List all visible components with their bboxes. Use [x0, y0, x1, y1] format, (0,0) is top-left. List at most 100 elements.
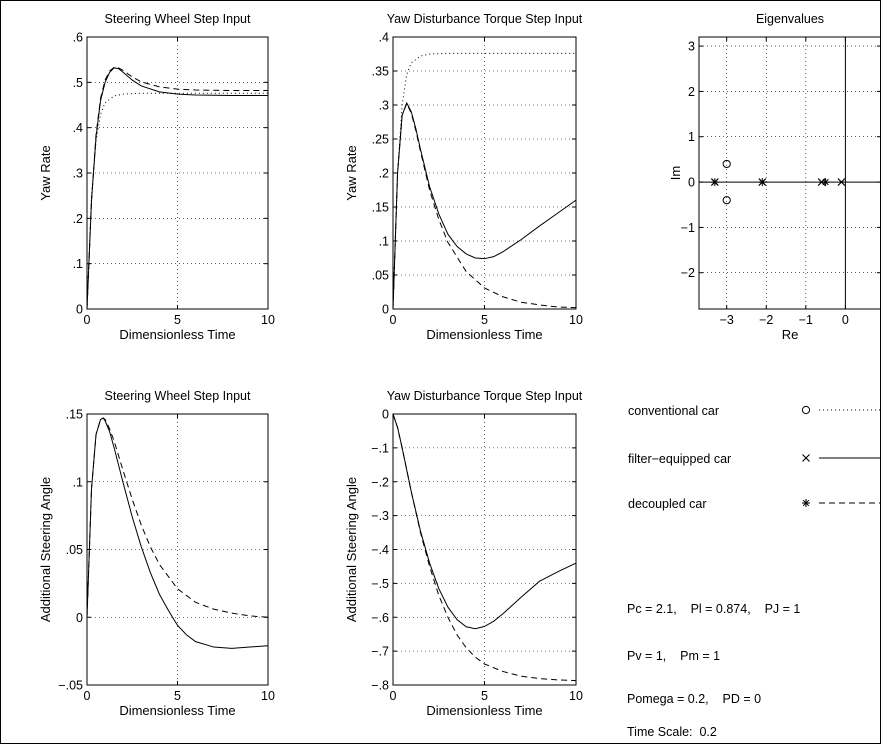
- y-tick-label: .4: [379, 31, 389, 45]
- x-axis-label: Dimensionless Time: [426, 327, 542, 342]
- y-tick-label: −1: [681, 221, 695, 235]
- eigenvalue-marker: [722, 196, 731, 205]
- axes-frame: [698, 36, 881, 310]
- chart-title: Yaw Disturbance Torque Step Input: [387, 389, 583, 403]
- y-tick-label: 0: [76, 303, 83, 317]
- y-tick-label: .35: [372, 65, 389, 79]
- legend: conventional car filter−equipped car dec…: [628, 404, 881, 511]
- x-axis-label: Dimensionless Time: [426, 703, 542, 718]
- x-tick-label: 10: [569, 313, 583, 327]
- y-tick-label: −.3: [371, 509, 389, 523]
- x-tick-label: 5: [174, 689, 181, 703]
- y-tick-label: −2: [681, 266, 695, 280]
- y-tick-label: .15: [66, 408, 83, 422]
- plot-steer-angle-torque: 0 5 10 −.8 −.7 −.6 −.5 −.4 −.3 −.2 −.1 0 Yaw Disturb…: [344, 389, 583, 718]
- x-tick-label: 10: [261, 689, 275, 703]
- series-line-dotted: [393, 52, 576, 309]
- y-tick-label: 2: [688, 85, 695, 99]
- y-tick-label: −.5: [371, 577, 389, 591]
- y-tick-label: .4: [73, 121, 83, 135]
- plot-area: [710, 159, 846, 205]
- y-tick-label: −.1: [371, 441, 389, 455]
- series-line-solid: [393, 101, 576, 309]
- y-tick-label: .2: [73, 212, 83, 226]
- parameter-panel: Pc = 2.1, Pl = 0.874, PJ = 1 Pv = 1, Pm …: [627, 602, 800, 739]
- y-tick-label: −.6: [371, 611, 389, 625]
- plot-area: [393, 414, 576, 682]
- y-tick-label: .1: [73, 257, 83, 271]
- series-line-solid: [393, 414, 576, 630]
- y-tick-label: .05: [372, 269, 389, 283]
- x-axis-label: Dimensionless Time: [119, 327, 235, 342]
- y-axis-label: Im: [668, 166, 683, 180]
- eigenvalue-marker: [837, 178, 846, 186]
- y-axis-label: Additional Steering Angle: [344, 477, 359, 622]
- x-tick-label: −2: [759, 313, 773, 327]
- series-line-dashed: [393, 414, 576, 682]
- x-tick-label: 5: [481, 313, 488, 327]
- axes-frame: [392, 36, 577, 310]
- x-axis-label: Re: [782, 327, 799, 342]
- axes-frame: [86, 36, 269, 310]
- y-axis-label: Yaw Rate: [344, 145, 359, 200]
- parameter-line: Pomega = 0.2, PD = 0: [627, 692, 761, 706]
- plot-area: [87, 66, 268, 309]
- plot-area: [87, 417, 268, 649]
- y-tick-label: .25: [372, 133, 389, 147]
- legend-marker: [801, 405, 811, 415]
- parameter-line: Pv = 1, Pm = 1: [627, 649, 720, 663]
- plot-yaw-rate-steering: 0 5 10 0 .1 .2 .3 .4 .5 .6 Steering Wheel Step Inp…: [38, 12, 275, 342]
- y-tick-label: −.05: [58, 679, 83, 693]
- x-tick-label: 10: [261, 313, 275, 327]
- y-tick-label: −.2: [371, 475, 389, 489]
- chart-title: Eigenvalues: [756, 12, 824, 26]
- chart-title: Steering Wheel Step Input: [105, 389, 251, 403]
- y-tick-label: 1: [688, 130, 695, 144]
- x-tick-label: 10: [569, 689, 583, 703]
- y-tick-label: .15: [372, 201, 389, 215]
- legend-label-filter-equipped: filter−equipped car: [628, 452, 731, 466]
- x-tick-label: 0: [84, 313, 91, 327]
- series-line-solid: [87, 417, 268, 649]
- axes-frame: [392, 413, 577, 686]
- plot-area: [393, 52, 576, 309]
- y-tick-label: −.7: [371, 645, 389, 659]
- y-axis-label: Additional Steering Angle: [38, 477, 53, 622]
- y-tick-label: 3: [688, 40, 695, 54]
- x-tick-label: −1: [799, 313, 813, 327]
- y-tick-label: −.8: [371, 679, 389, 693]
- eigenvalue-marker: [821, 178, 830, 187]
- y-tick-label: 0: [76, 611, 83, 625]
- y-tick-label: .3: [73, 167, 83, 181]
- series-line-dashed: [87, 66, 268, 309]
- y-tick-label: 0: [382, 303, 389, 317]
- series-line-solid: [87, 67, 268, 309]
- eigenvalue-marker: [722, 159, 731, 169]
- y-tick-label: .1: [73, 475, 83, 489]
- legend-label-conventional: conventional car: [628, 404, 719, 418]
- x-tick-label: −3: [720, 313, 734, 327]
- plot-yaw-rate-torque: 0 5 10 0 .05 .1 .15 .2 .25 .3 .35 .4 Yaw Disturbance…: [344, 12, 583, 342]
- x-tick-label: 0: [390, 313, 397, 327]
- plot-eigenvalues: −3 −2 −1 0 −2 −1 0 1 2 3 Eigenvalues Re Im: [668, 12, 881, 342]
- y-axis-label: Yaw Rate: [38, 145, 53, 200]
- legend-marker: [802, 454, 810, 462]
- eigenvalue-marker: [710, 178, 719, 187]
- x-tick-label: 0: [842, 313, 849, 327]
- x-tick-label: 0: [84, 689, 91, 703]
- eigenvalue-marker: [758, 178, 767, 187]
- y-tick-label: 0: [382, 408, 389, 422]
- y-tick-label: .5: [73, 76, 83, 90]
- y-tick-label: .1: [379, 235, 389, 249]
- series-line-dashed: [87, 417, 268, 618]
- x-axis-label: Dimensionless Time: [119, 703, 235, 718]
- y-tick-label: .05: [66, 543, 83, 557]
- axes-frame: [86, 413, 269, 686]
- chart-title: Steering Wheel Step Input: [105, 12, 251, 26]
- y-tick-label: .2: [379, 167, 389, 181]
- y-tick-label: −.4: [371, 543, 389, 557]
- legend-label-decoupled: decoupled car: [628, 497, 707, 511]
